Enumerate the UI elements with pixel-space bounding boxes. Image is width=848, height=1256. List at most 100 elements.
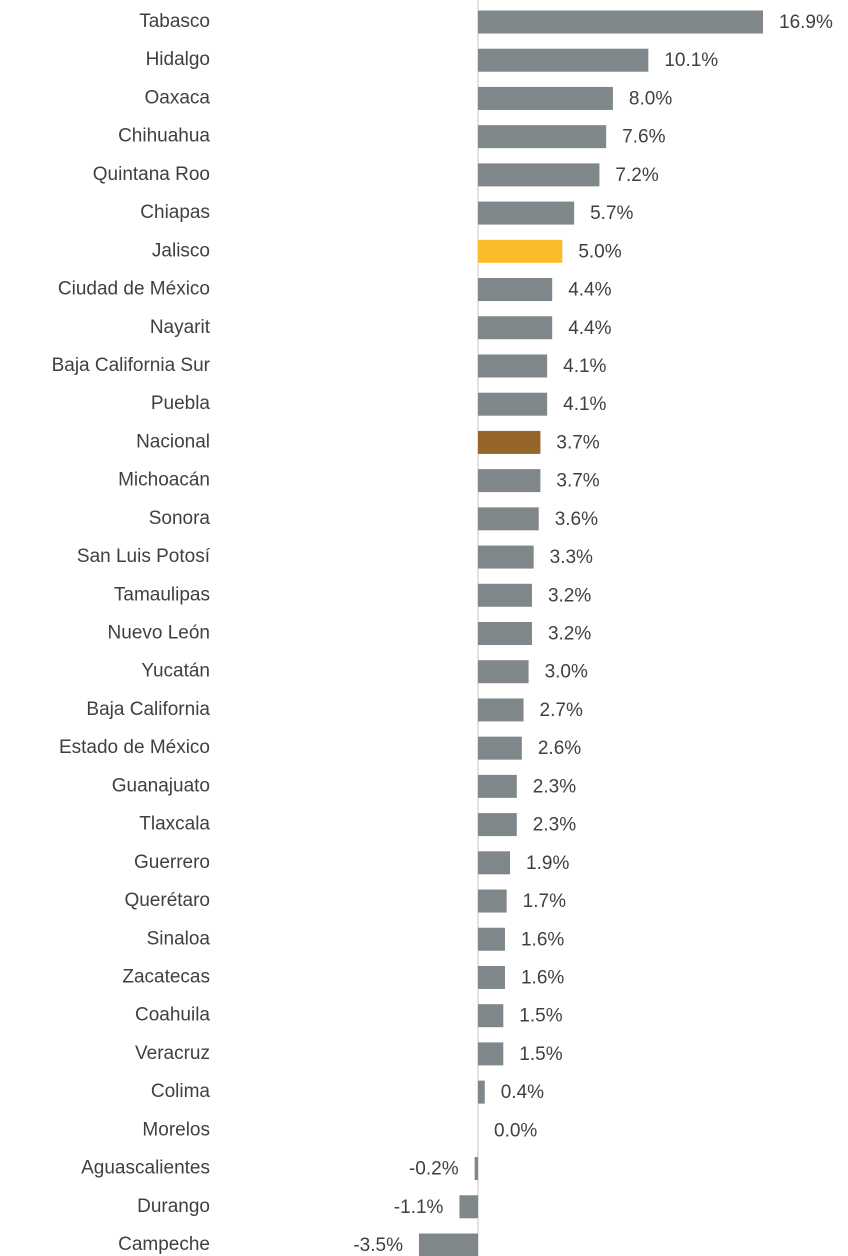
value-label: 1.5% (519, 1044, 562, 1065)
category-label: Nacional (136, 431, 210, 452)
bar (478, 10, 763, 34)
bar (478, 469, 541, 493)
value-label: 3.0% (545, 662, 588, 683)
category-label: Coahuila (135, 1005, 210, 1026)
value-label: 3.2% (548, 585, 591, 606)
bar (478, 889, 507, 913)
value-label: 4.4% (568, 318, 611, 339)
bar (478, 316, 553, 340)
category-label: Campeche (118, 1234, 210, 1255)
bar (478, 927, 505, 951)
bar (478, 507, 539, 531)
category-label: Sinaloa (147, 928, 211, 949)
category-label: Quintana Roo (93, 164, 210, 185)
bar (478, 698, 524, 722)
category-label: Michoacán (118, 470, 210, 491)
category-label: Puebla (151, 393, 211, 414)
value-label: 8.0% (629, 88, 672, 109)
value-label: 16.9% (779, 12, 833, 33)
category-label: Oaxaca (145, 87, 211, 108)
value-label: 4.1% (563, 356, 606, 377)
value-label: 5.7% (590, 203, 633, 224)
category-label: Chihuahua (118, 126, 210, 147)
bar (478, 851, 511, 875)
bar (478, 163, 600, 187)
value-label: -1.1% (394, 1197, 444, 1218)
value-label: 5.0% (578, 241, 621, 262)
category-label: San Luis Potosí (77, 546, 211, 567)
value-label: 2.6% (538, 738, 581, 759)
category-label: Tamaulipas (114, 584, 210, 605)
bar (478, 48, 649, 72)
value-label: 1.6% (521, 929, 564, 950)
category-label: Estado de México (59, 737, 210, 758)
category-label: Guanajuato (112, 775, 210, 796)
bar (478, 774, 517, 798)
bar (478, 1080, 485, 1104)
category-label: Zacatecas (122, 966, 210, 987)
value-label: 0.4% (501, 1082, 544, 1103)
value-label: 1.7% (523, 891, 566, 912)
category-label: Sonora (149, 508, 211, 529)
bar (418, 1233, 478, 1256)
bar (459, 1195, 478, 1219)
category-label: Querétaro (124, 890, 210, 911)
bar (478, 86, 613, 110)
category-label: Jalisco (152, 240, 210, 261)
value-label: 2.7% (540, 700, 583, 721)
category-label: Tlaxcala (139, 814, 210, 835)
value-label: 1.9% (526, 853, 569, 874)
category-label: Morelos (142, 1119, 210, 1140)
bar (478, 125, 607, 149)
category-label: Yucatán (141, 661, 210, 682)
category-label: Guerrero (134, 852, 210, 873)
category-label: Nuevo León (108, 623, 210, 644)
bar (478, 813, 517, 837)
bar (474, 1157, 478, 1181)
value-label: -0.2% (409, 1159, 459, 1180)
value-label: 10.1% (664, 50, 718, 71)
category-label: Hidalgo (146, 49, 210, 70)
value-label: 7.6% (622, 127, 665, 148)
category-label: Colima (151, 1081, 211, 1102)
value-label: 4.1% (563, 394, 606, 415)
value-label: -3.5% (353, 1235, 403, 1256)
value-label: 0.0% (494, 1120, 537, 1141)
category-label: Ciudad de México (58, 279, 210, 300)
category-label: Baja California (86, 699, 210, 720)
value-label: 2.3% (533, 776, 576, 797)
category-label: Chiapas (140, 202, 210, 223)
bar (478, 1004, 504, 1028)
bar (478, 622, 532, 645)
category-label: Veracruz (135, 1043, 210, 1064)
value-label: 3.7% (556, 432, 599, 453)
bar (478, 1042, 504, 1066)
bar (478, 430, 541, 454)
value-label: 1.6% (521, 967, 564, 988)
value-label: 3.6% (555, 509, 598, 530)
category-label: Baja California Sur (52, 355, 211, 376)
bar (478, 660, 529, 684)
value-label: 3.3% (550, 547, 593, 568)
bar (478, 545, 534, 569)
category-label: Durango (137, 1196, 210, 1217)
bar (478, 239, 563, 263)
bar (478, 583, 532, 607)
category-label: Aguascalientes (81, 1158, 210, 1179)
value-label: 3.7% (556, 471, 599, 492)
value-label: 2.3% (533, 815, 576, 836)
bar (478, 278, 553, 302)
bar (478, 392, 548, 416)
bar (478, 354, 548, 378)
category-label: Nayarit (150, 317, 211, 338)
bar (478, 201, 575, 225)
bar (478, 965, 505, 989)
value-label: 3.2% (548, 624, 591, 645)
value-label: 4.4% (568, 280, 611, 301)
value-label: 7.2% (615, 165, 658, 186)
bar (478, 736, 522, 760)
category-label: Tabasco (139, 11, 210, 32)
value-label: 1.5% (519, 1006, 562, 1027)
